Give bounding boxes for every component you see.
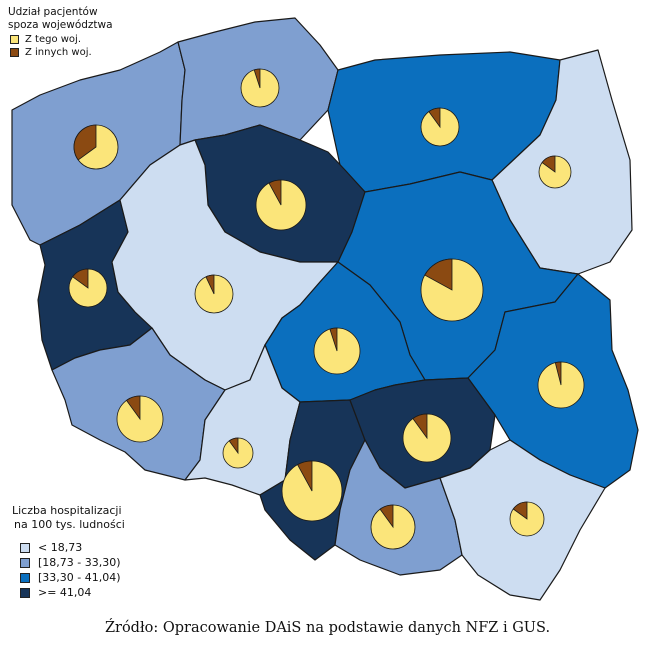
pie-slice-other [228,437,239,455]
pie-legend-label-own: Z tego woj. [25,34,82,45]
pie-malopolskie [370,504,416,550]
pie-slice-other [554,361,562,386]
pie-legend-title-line2: spoza województwa [8,19,113,31]
pie-slice-other [205,274,215,295]
choropleth-legend-title-line2: na 100 tys. ludności [14,518,125,531]
legend-swatch-2 [20,557,30,568]
legend-label-2: [18,73 - 33,30) [38,556,121,569]
pie-warminsko-mazurskie [420,107,460,147]
legend-label-1: < 18,73 [38,541,83,554]
pie-slice-other [297,460,313,492]
legend-class-4: >= 41,04 [20,586,91,599]
pie-legend-item-own: Z tego woj. [10,34,81,45]
pie-dolnoslaskie [116,395,164,443]
pie-slice-other [512,501,528,520]
pie-slice-other [73,124,97,161]
pie-slice-other [125,395,141,421]
legend-swatch-3 [20,572,30,583]
legend-swatch-1 [20,542,30,553]
pie-kujawsko-pomorskie [255,179,307,231]
source-caption: Źródło: Opracowanie DAiS na podstawie da… [104,620,551,636]
legend-swatch-4 [20,587,30,598]
legend-class-3: [33,30 - 41,04) [20,571,121,584]
legend-class-2: [18,73 - 33,30) [20,556,121,569]
legend-class-1: < 18,73 [20,541,82,554]
pie-legend-label-other: Z innych woj. [25,47,92,58]
choropleth-legend-title-line1: Liczba hospitalizacji [12,504,122,517]
pie-slice-other [424,258,453,291]
pie-slice-other [412,413,428,440]
pie-slice-other [379,504,394,529]
pie-slaskie [281,460,343,522]
pie-legend-title-line1: Udział pacjentów [8,6,98,18]
pie-slice-other [428,107,441,129]
pie-slice-other [253,68,261,89]
pie-wielkopolskie [194,274,234,314]
pie-slice-other [329,327,338,352]
pie-pomorskie [240,68,280,108]
pie-legend-title: Udział pacjentów spoza województwa [8,6,113,32]
pie-lubelskie [537,361,585,409]
pie-mazowieckie [420,258,484,322]
pie-zachodniopomorskie [73,124,119,170]
pie-slice-other [541,155,556,173]
legend-label-4: >= 41,04 [38,586,92,599]
pie-slice-other [72,268,89,289]
pie-podkarpackie [509,501,545,537]
pie-opolskie [222,437,254,469]
swatch-own-voivodeship [10,35,19,44]
choropleth-legend-title: Liczba hospitalizacji na 100 tys. ludnoś… [12,504,125,532]
pie-podlaskie [538,155,572,189]
pie-swietokrzyskie [402,413,452,463]
pie-legend-item-other: Z innych woj. [10,47,92,58]
swatch-other-voivodeship [10,48,19,57]
pie-slice-other [268,179,282,206]
legend-label-3: [33,30 - 41,04) [38,571,121,584]
pie-lubuskie [68,268,108,308]
pie-lodzkie [313,327,361,375]
